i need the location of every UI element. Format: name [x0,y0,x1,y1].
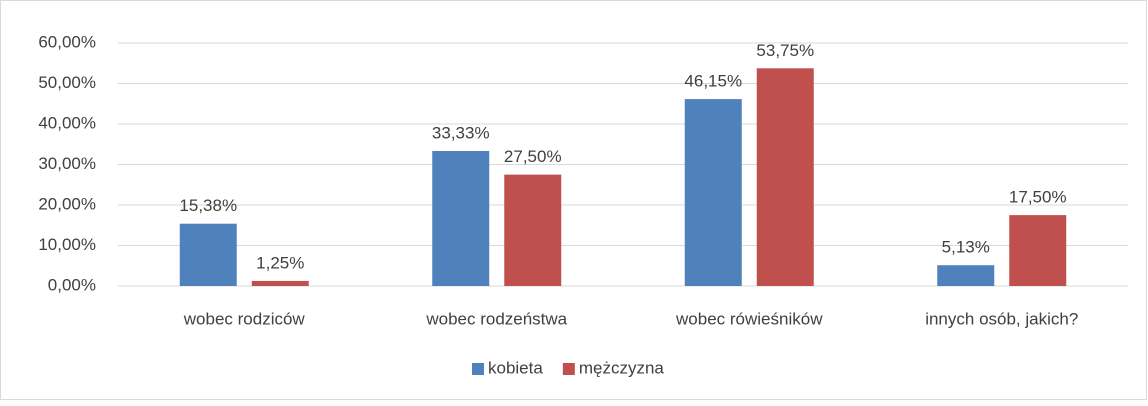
bar [251,280,309,286]
legend-swatch [562,363,575,375]
y-tick-label: 10,00% [38,235,96,254]
y-tick-label: 60,00% [38,32,96,51]
x-tick-label: wobec rodzeństwa [425,309,567,328]
bar [1009,215,1067,286]
y-tick-label: 30,00% [38,154,96,173]
y-tick-label: 0,00% [48,275,96,294]
data-label: 33,33% [432,123,490,142]
legend-swatch [472,363,484,375]
data-label: 27,50% [504,147,562,166]
bar [504,174,562,286]
data-label: 46,15% [684,72,742,91]
data-label: 5,13% [942,238,990,257]
data-label: 53,75% [756,41,814,60]
data-label: 1,25% [256,253,304,272]
bar [179,223,237,286]
x-tick-label: innych osób, jakich? [925,309,1078,328]
bar [937,265,995,286]
x-tick-label: wobec rówieśników [675,309,823,328]
legend-label: mężczyzna [579,358,665,377]
bar [684,99,742,286]
y-tick-label: 20,00% [38,194,96,213]
bar [432,151,490,286]
data-label: 15,38% [179,196,237,215]
y-tick-label: 50,00% [38,73,96,92]
y-tick-label: 40,00% [38,113,96,132]
bar [756,68,814,286]
legend-label: kobieta [488,358,543,377]
data-label: 17,50% [1009,188,1067,207]
x-tick-label: wobec rodziców [183,309,306,328]
